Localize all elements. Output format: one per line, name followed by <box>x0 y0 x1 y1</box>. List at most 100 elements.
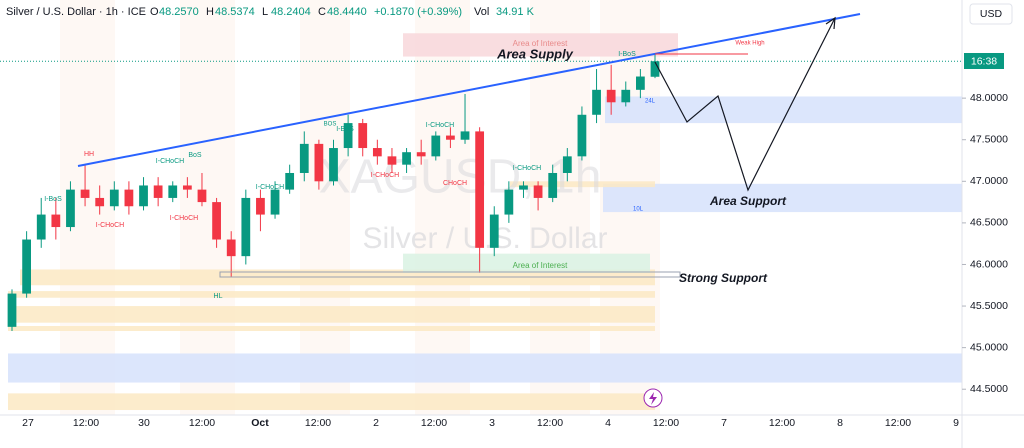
candle-body <box>621 89 631 103</box>
candle-body <box>519 185 528 190</box>
candle-body <box>285 172 295 190</box>
y-tick-label: 48.0000 <box>970 92 1008 104</box>
structure-label: 10L <box>633 207 644 213</box>
structure-label: Weak High <box>735 41 764 47</box>
candle-body <box>372 148 382 157</box>
zones <box>8 33 962 411</box>
legend-value: 48.2570 <box>159 6 199 18</box>
candle-body <box>153 185 163 198</box>
candle-body <box>212 202 221 240</box>
zone-label: Strong Support <box>679 271 768 285</box>
candle-body <box>256 197 265 215</box>
candle-body <box>387 156 397 165</box>
volume-key: Vol <box>474 6 489 18</box>
structure-label: I-BoS <box>44 196 62 203</box>
structure-label: I-BoS <box>618 51 636 58</box>
structure-label: I-CHoCH <box>156 158 184 165</box>
y-tick-label: 47.5000 <box>970 134 1008 146</box>
zone <box>403 33 678 57</box>
candle-body <box>299 143 309 173</box>
candle-body <box>95 197 105 207</box>
session-band <box>415 0 470 415</box>
candle-body <box>562 156 572 173</box>
y-tick-label: 45.0000 <box>970 341 1008 353</box>
structure-label: I-CHoCH <box>513 165 541 172</box>
candle-body <box>66 189 75 228</box>
candle-body <box>51 214 61 228</box>
x-tick-label: 12:00 <box>769 417 795 429</box>
candle-body <box>636 76 645 90</box>
currency: USD <box>980 8 1003 20</box>
x-tick-label: 2 <box>373 417 379 429</box>
candle-body <box>431 135 441 157</box>
candle-body <box>577 114 587 157</box>
candle-body <box>460 131 470 140</box>
support-box <box>219 271 681 278</box>
x-tick-label: 30 <box>138 417 150 429</box>
candle-body <box>270 189 280 215</box>
candle-body <box>343 123 353 149</box>
zone <box>8 393 655 411</box>
legend-key: L <box>262 6 268 18</box>
x-tick-label: 9 <box>953 417 959 429</box>
candle-body <box>475 131 485 248</box>
y-tick-label: 46.5000 <box>970 217 1008 229</box>
countdown-box <box>964 53 1004 69</box>
candle-body <box>22 239 31 294</box>
candle-body <box>168 185 178 198</box>
candle-body <box>80 189 90 198</box>
candle-body <box>226 239 236 257</box>
legend-value: 48.2404 <box>271 6 311 18</box>
structure-label: I-CHoCH <box>371 172 399 179</box>
x-tick-label: 3 <box>489 417 495 429</box>
y-tick-label: 47.0000 <box>970 175 1008 187</box>
session-band <box>530 0 590 415</box>
structure-label: 24L <box>645 99 656 105</box>
watermark: XAGUSD, 1h <box>319 151 602 204</box>
x-tick-label: 4 <box>605 417 611 429</box>
session-band <box>180 0 235 415</box>
x-tick-label: 12:00 <box>73 417 99 429</box>
header: Silver / U.S. Dollar · 1h · ICE O 48.2570 H… <box>6 6 535 18</box>
candle-body <box>489 214 499 248</box>
candle-body <box>533 185 543 198</box>
zone-label: Area Support <box>709 194 787 208</box>
axes: 44.5000 45.0000 45.5000 46.0000 46.5000 47.00… <box>22 92 1008 429</box>
legend-key: H <box>206 6 214 18</box>
x-tick-label: 12:00 <box>885 417 911 429</box>
structure-label: Area of Interest <box>513 39 568 48</box>
legend-key: C <box>318 6 326 18</box>
x-tick-label: 12:00 <box>421 417 447 429</box>
zone <box>8 353 962 383</box>
structure-label: HL <box>214 293 223 300</box>
candle-body <box>548 172 558 198</box>
x-tick-label: 8 <box>837 417 843 429</box>
candle-body <box>314 143 324 182</box>
candle-body <box>7 293 17 327</box>
candle-body <box>197 189 207 203</box>
structure-label: CHoCH <box>443 180 467 187</box>
x-tick-label: 12:00 <box>189 417 215 429</box>
x-tick-label: 27 <box>22 417 34 429</box>
zone <box>8 326 655 332</box>
volume: 34.91 K <box>496 6 535 18</box>
structure-label: I-CHoCH <box>426 122 454 129</box>
x-tick-label: Oct <box>251 417 269 429</box>
annotations: Area Supply Area Support Strong Support Are… <box>44 39 787 300</box>
zone <box>403 253 650 273</box>
candle-body <box>358 123 368 149</box>
structure-label: Area of Interest <box>513 261 568 270</box>
structure-label: BOS <box>324 122 337 128</box>
projection-path <box>654 17 836 192</box>
symbol: Silver / U.S. Dollar · 1h · ICE <box>6 6 146 18</box>
y-tick-label: 45.5000 <box>970 300 1008 312</box>
zone-label: Area Supply <box>496 46 574 61</box>
zone <box>603 183 962 213</box>
candle-body <box>124 189 134 207</box>
background <box>60 0 660 415</box>
structure-label: I-CHoCH <box>170 215 198 222</box>
currency-box <box>969 3 1013 25</box>
candle-body <box>650 61 660 77</box>
structure-label: BoS <box>188 152 202 159</box>
